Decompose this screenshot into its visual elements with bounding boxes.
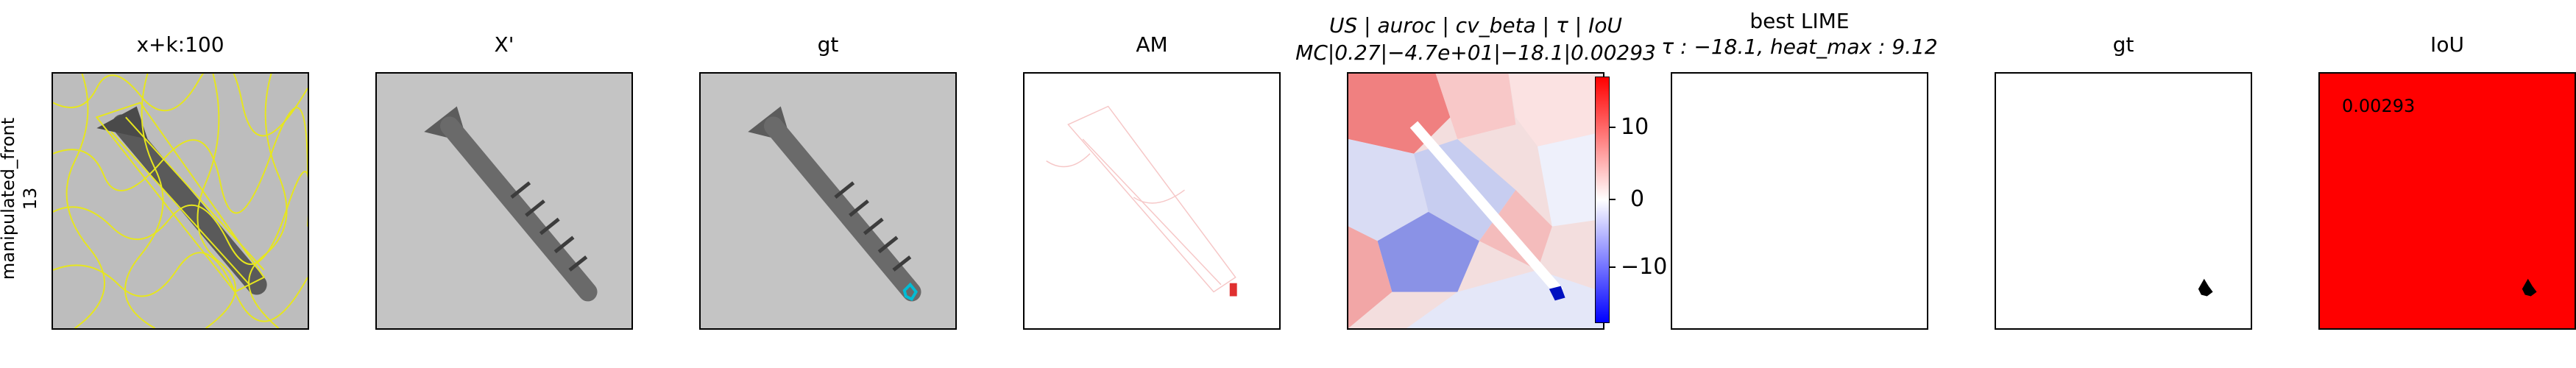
colorbar-label-0: 0	[1630, 186, 1645, 212]
title-panel-8: IoU	[2430, 32, 2464, 57]
panel-lime-heatmap	[1347, 72, 1604, 330]
screw-gt-image	[701, 74, 955, 328]
title-panel-4: AM	[1136, 32, 1168, 57]
colorbar-label-minus10: −10	[1621, 254, 1668, 280]
panel-gt-image	[699, 72, 957, 330]
am-heatmap	[1025, 74, 1279, 328]
panel-best-lime	[1671, 72, 1928, 330]
panel-iou	[2318, 72, 2576, 330]
iou-value: 0.00293	[2342, 96, 2416, 116]
colorbar-tick-10	[1610, 127, 1616, 128]
title-panel-5-line2: MC|0.27|−4.7e+01|−18.1|0.00293	[1295, 40, 1656, 65]
screw-superpixel-image	[53, 74, 308, 328]
title-panel-2: X'	[494, 32, 514, 57]
gt-highlight	[902, 282, 919, 302]
colorbar-tick-minus10	[1610, 266, 1616, 268]
row-label-index: 13	[20, 187, 40, 210]
colorbar-tick-0	[1610, 199, 1616, 200]
panel-x-prime	[375, 72, 633, 330]
title-panel-3: gt	[817, 32, 839, 57]
title-panel-6-line2: τ : −18.1, heat_max : 9.12	[1661, 35, 1938, 59]
title-panel-7: gt	[2112, 32, 2134, 57]
row-label-name: manipulated_front	[0, 117, 18, 280]
iou-mask	[2522, 278, 2537, 297]
gt-mask	[1996, 74, 2251, 328]
colorbar-label-10: 10	[1621, 114, 1649, 140]
title-panel-1: x+k:100	[136, 32, 224, 57]
panel-am	[1023, 72, 1281, 330]
colorbar	[1595, 77, 1610, 323]
panel-gt-mask	[1995, 72, 2252, 330]
panel-input-superpixels	[52, 72, 309, 330]
title-panel-5-line1: US | auroc | cv_beta | τ | IoU	[1329, 13, 1622, 38]
lime-heatmap	[1348, 74, 1603, 328]
title-panel-6-line1: best LIME	[1749, 9, 1850, 33]
screw-image	[377, 74, 631, 328]
